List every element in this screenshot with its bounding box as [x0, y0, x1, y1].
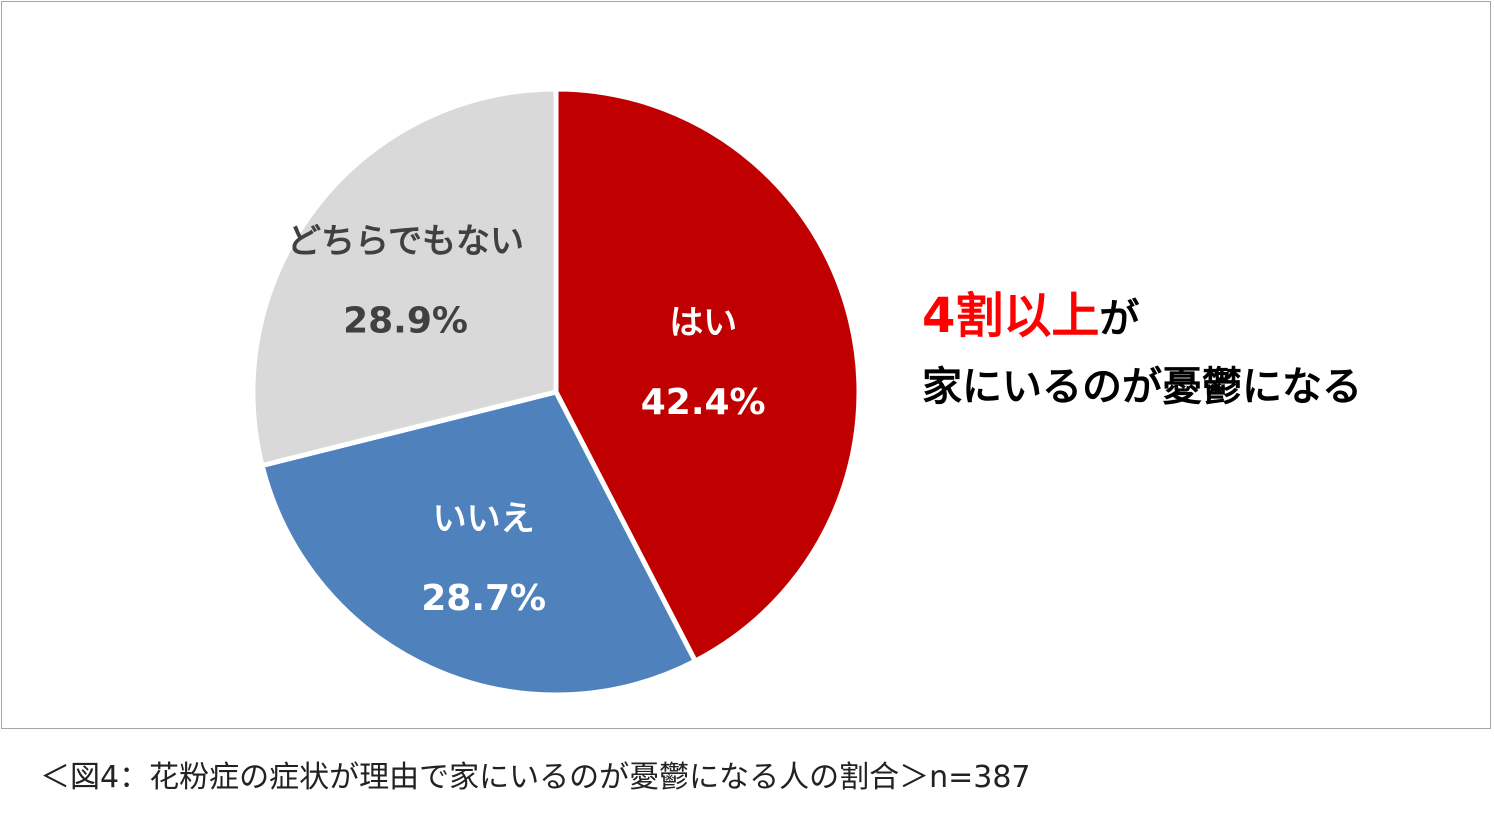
pie-chart: はい 42.4% いいえ 28.7% どちらでもない 28.9% [250, 86, 862, 698]
pie-value-label-3: 28.9% [343, 301, 468, 342]
headline-accent: 4割以上 [922, 288, 1100, 344]
pie-slice-3 [250, 86, 559, 469]
figure-caption: ＜図4：花粉症の症状が理由で家にいるのが憂鬱になる人の割合＞n=387 [40, 760, 1031, 795]
pie-labels: はい 42.4% いいえ 28.7% どちらでもない 28.9% [287, 222, 766, 620]
pie-slice-1 [553, 86, 862, 664]
headline-line2: 家にいるのが憂鬱になる [922, 364, 1362, 410]
pie-value-label-2: 28.7% [421, 578, 546, 619]
pie-slice-2 [259, 389, 698, 698]
pie-category-label-3: どちらでもない [287, 222, 524, 262]
pie-category-label-1: はい [669, 303, 737, 343]
headline-accent-suffix: が [1099, 296, 1140, 342]
headline: 4割以上が 家にいるのが憂鬱になる [922, 280, 1362, 419]
pie-value-label-1: 42.4% [641, 382, 766, 423]
headline-line1: 4割以上が [922, 280, 1362, 355]
pie-slices [250, 86, 862, 698]
pie-category-label-2: いいえ [433, 499, 535, 539]
